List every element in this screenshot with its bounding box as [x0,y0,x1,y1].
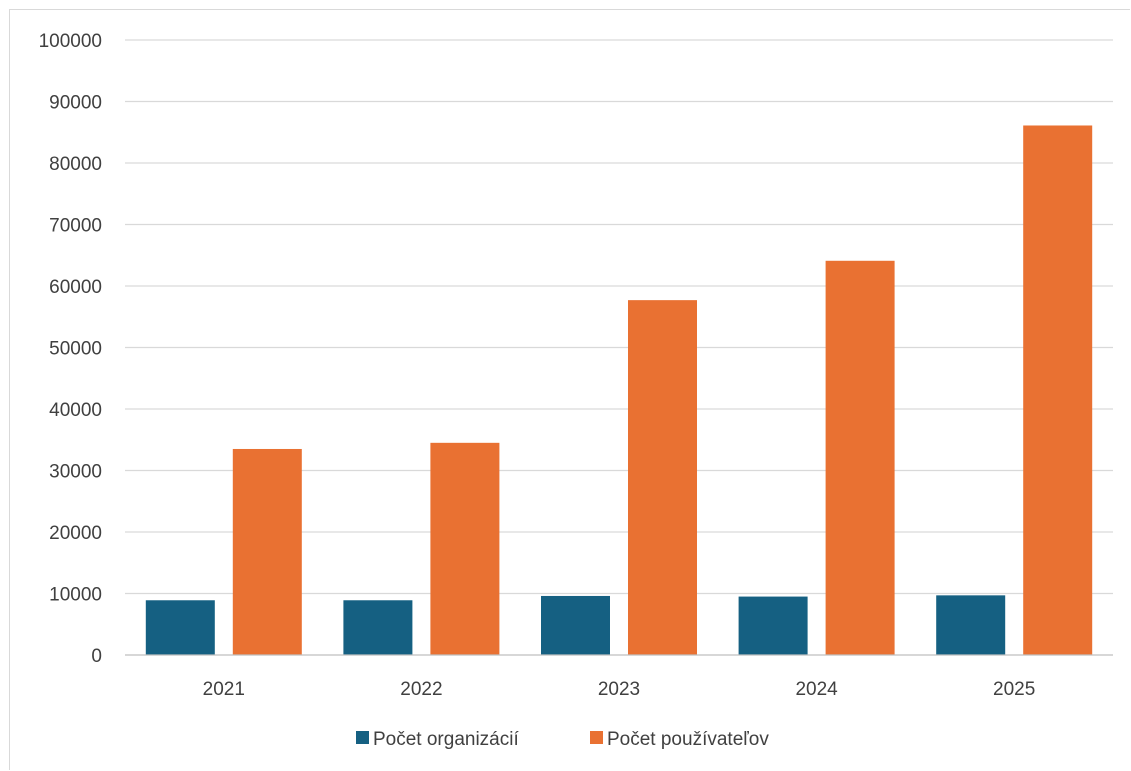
bar-organizations-2023 [541,595,610,655]
y-axis-tick-labels: 0 10000 20000 30000 40000 50000 60000 70000 8000… [39,31,102,667]
x-axis-tick-labels: 2021 2022 2023 2024 2025 [203,679,1036,700]
legend: Počet organizácií Počet používateľov [356,729,769,750]
x-tick-label: 2024 [795,679,838,700]
x-tick-label: 2021 [203,679,245,700]
x-tick-label: 2023 [598,679,640,700]
y-tick-label: 90000 [49,93,102,114]
bar-users-2021 [232,448,302,655]
y-tick-label: 30000 [49,462,102,483]
y-tick-label: 10000 [49,585,102,606]
bar-organizations-2024 [738,596,808,655]
bar-users-2024 [825,260,895,655]
y-tick-label: 20000 [49,523,102,544]
bar-users-2025 [1023,125,1093,656]
y-tick-label: 60000 [49,277,102,298]
legend-label: Počet používateľov [607,729,769,750]
chart-frame [9,9,1130,770]
y-tick-label: 100000 [39,31,102,52]
y-tick-label: 0 [91,646,102,667]
gridlines [125,39,1113,595]
y-tick-label: 50000 [49,339,102,360]
y-tick-label: 80000 [49,154,102,175]
bar-users-2022 [430,442,500,655]
bar-organizations-2025 [936,595,1006,655]
legend-swatch [356,731,369,744]
bars [145,125,1093,656]
legend-swatch [590,731,603,744]
bar-organizations-2022 [343,600,413,655]
y-tick-label: 70000 [49,216,102,237]
x-tick-label: 2022 [400,679,442,700]
y-tick-label: 40000 [49,400,102,421]
bar-users-2023 [628,300,697,655]
legend-label: Počet organizácií [373,729,519,750]
x-tick-label: 2025 [993,679,1035,700]
bar-organizations-2021 [145,600,215,655]
